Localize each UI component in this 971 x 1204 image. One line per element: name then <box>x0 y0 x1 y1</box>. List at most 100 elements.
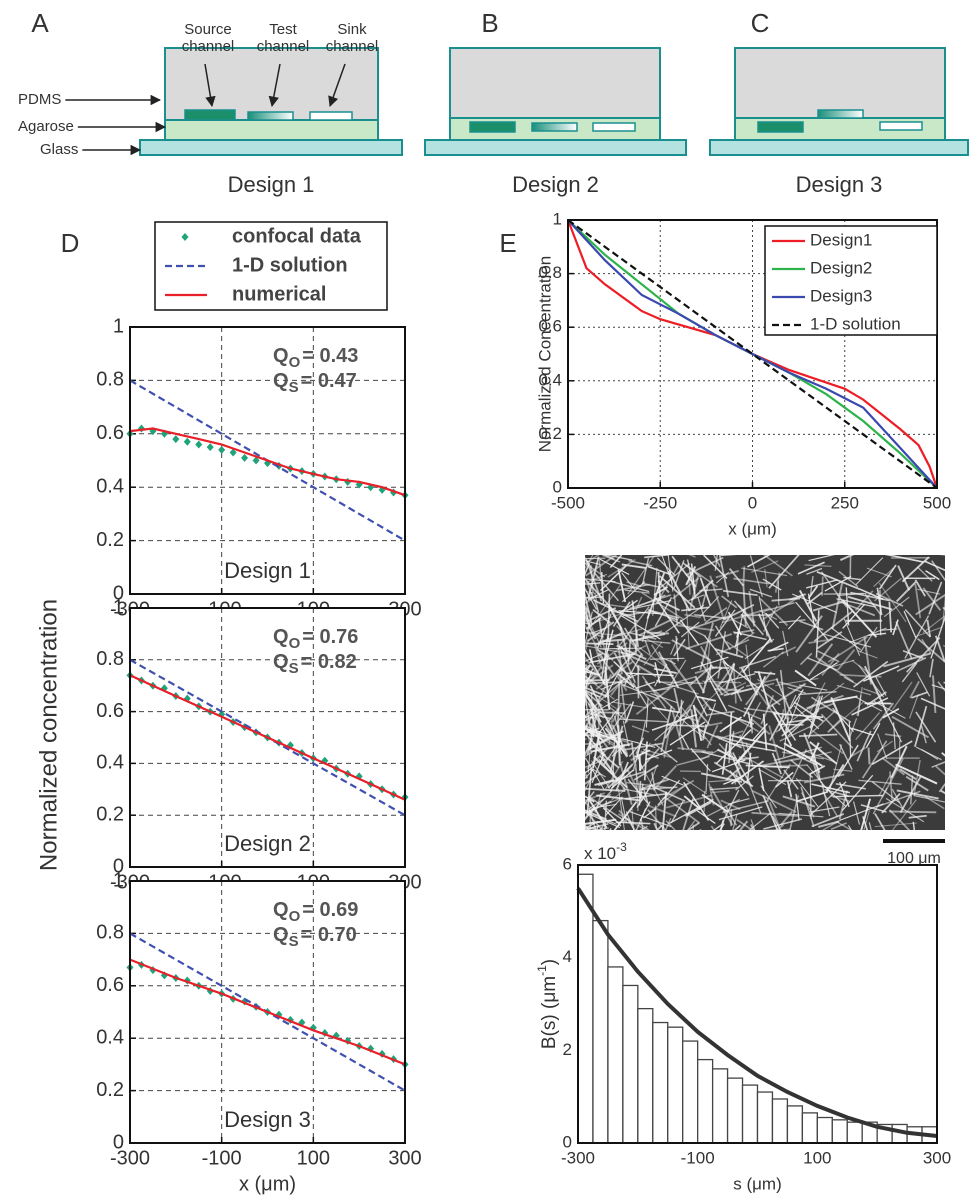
fiber <box>554 769 578 801</box>
fiber <box>656 557 676 577</box>
fiber <box>772 711 793 747</box>
fiber <box>591 753 605 784</box>
fiber <box>773 746 822 762</box>
fiber <box>775 703 815 733</box>
fiber <box>585 671 596 685</box>
fiber <box>585 710 602 722</box>
y-tick-label: 1 <box>113 315 124 337</box>
bar <box>592 919 609 1144</box>
fiber <box>922 615 945 633</box>
channel <box>879 121 923 131</box>
fiber <box>661 791 668 830</box>
fiber <box>868 822 872 830</box>
fiber <box>867 747 871 765</box>
fiber <box>628 559 653 567</box>
fiber <box>836 684 872 696</box>
y-axis-label: Normalized concentration <box>35 599 62 871</box>
fiber <box>615 761 629 792</box>
fiber <box>843 576 862 581</box>
fiber <box>704 607 728 624</box>
fiber <box>765 763 791 803</box>
y-tick-label: 1 <box>113 869 124 891</box>
fiber <box>874 812 886 830</box>
fiber <box>763 602 795 613</box>
fiber <box>915 746 942 761</box>
y-tick-label: 0.4 <box>96 1026 124 1048</box>
fiber <box>596 794 641 802</box>
fiber <box>865 722 881 748</box>
fiber <box>720 555 737 557</box>
fiber <box>595 632 623 646</box>
fiber <box>610 607 628 640</box>
fiber <box>920 697 945 710</box>
fiber <box>723 661 759 689</box>
channel-label: Sink <box>337 21 367 38</box>
fiber <box>570 812 581 831</box>
plot-frame <box>129 880 406 1144</box>
fiber <box>569 586 575 621</box>
fiber <box>699 596 720 617</box>
fiber <box>942 593 945 623</box>
fiber <box>556 770 577 802</box>
data-point <box>206 443 214 452</box>
fiber <box>742 675 767 718</box>
fiber <box>849 746 867 759</box>
y-tick-label: 2 <box>563 1040 572 1059</box>
fiber <box>860 798 871 830</box>
fiber <box>952 561 971 569</box>
fiber <box>850 591 890 602</box>
fiber <box>727 704 762 720</box>
series-line <box>129 958 406 1066</box>
fiber <box>694 613 727 620</box>
fiber <box>596 642 628 665</box>
layer-label: Glass <box>40 141 78 158</box>
fiber <box>631 808 635 830</box>
fiber <box>608 711 614 745</box>
fiber <box>616 675 628 692</box>
fiber <box>630 749 650 762</box>
fiber <box>585 665 601 667</box>
fiber <box>660 705 673 753</box>
fiber <box>771 597 801 602</box>
fiber <box>559 588 583 591</box>
fiber <box>585 612 602 648</box>
bar <box>801 1112 818 1144</box>
fiber <box>768 801 782 830</box>
fiber <box>670 800 684 824</box>
y-tick-label: 0 <box>113 1131 124 1153</box>
fiber <box>941 752 945 757</box>
fiber <box>721 743 728 775</box>
fiber <box>667 675 698 686</box>
fiber <box>872 787 888 815</box>
fiber <box>585 557 606 560</box>
fiber <box>635 681 656 689</box>
channel <box>592 122 636 132</box>
fiber <box>931 761 945 768</box>
fiber <box>835 820 853 830</box>
channel <box>817 109 864 119</box>
fiber <box>628 631 657 640</box>
fiber <box>664 796 701 824</box>
fiber <box>811 758 821 781</box>
fiber <box>762 764 808 768</box>
fiber <box>703 667 723 684</box>
fiber <box>929 658 934 678</box>
fiber <box>650 692 678 704</box>
fiber <box>640 689 669 722</box>
fiber <box>901 662 918 683</box>
fiber <box>573 818 582 843</box>
fiber <box>604 800 608 830</box>
fiber <box>592 608 610 624</box>
y-tick-label: 0.2 <box>538 424 562 443</box>
series-line <box>129 427 406 497</box>
fiber <box>728 568 745 587</box>
fiber <box>608 609 636 618</box>
fiber <box>657 779 681 806</box>
legend-box <box>764 225 938 336</box>
fiber <box>809 765 826 775</box>
fiber <box>762 651 784 668</box>
fiber <box>779 709 785 727</box>
fiber <box>952 703 963 723</box>
fiber <box>561 790 579 822</box>
fiber <box>914 626 943 638</box>
